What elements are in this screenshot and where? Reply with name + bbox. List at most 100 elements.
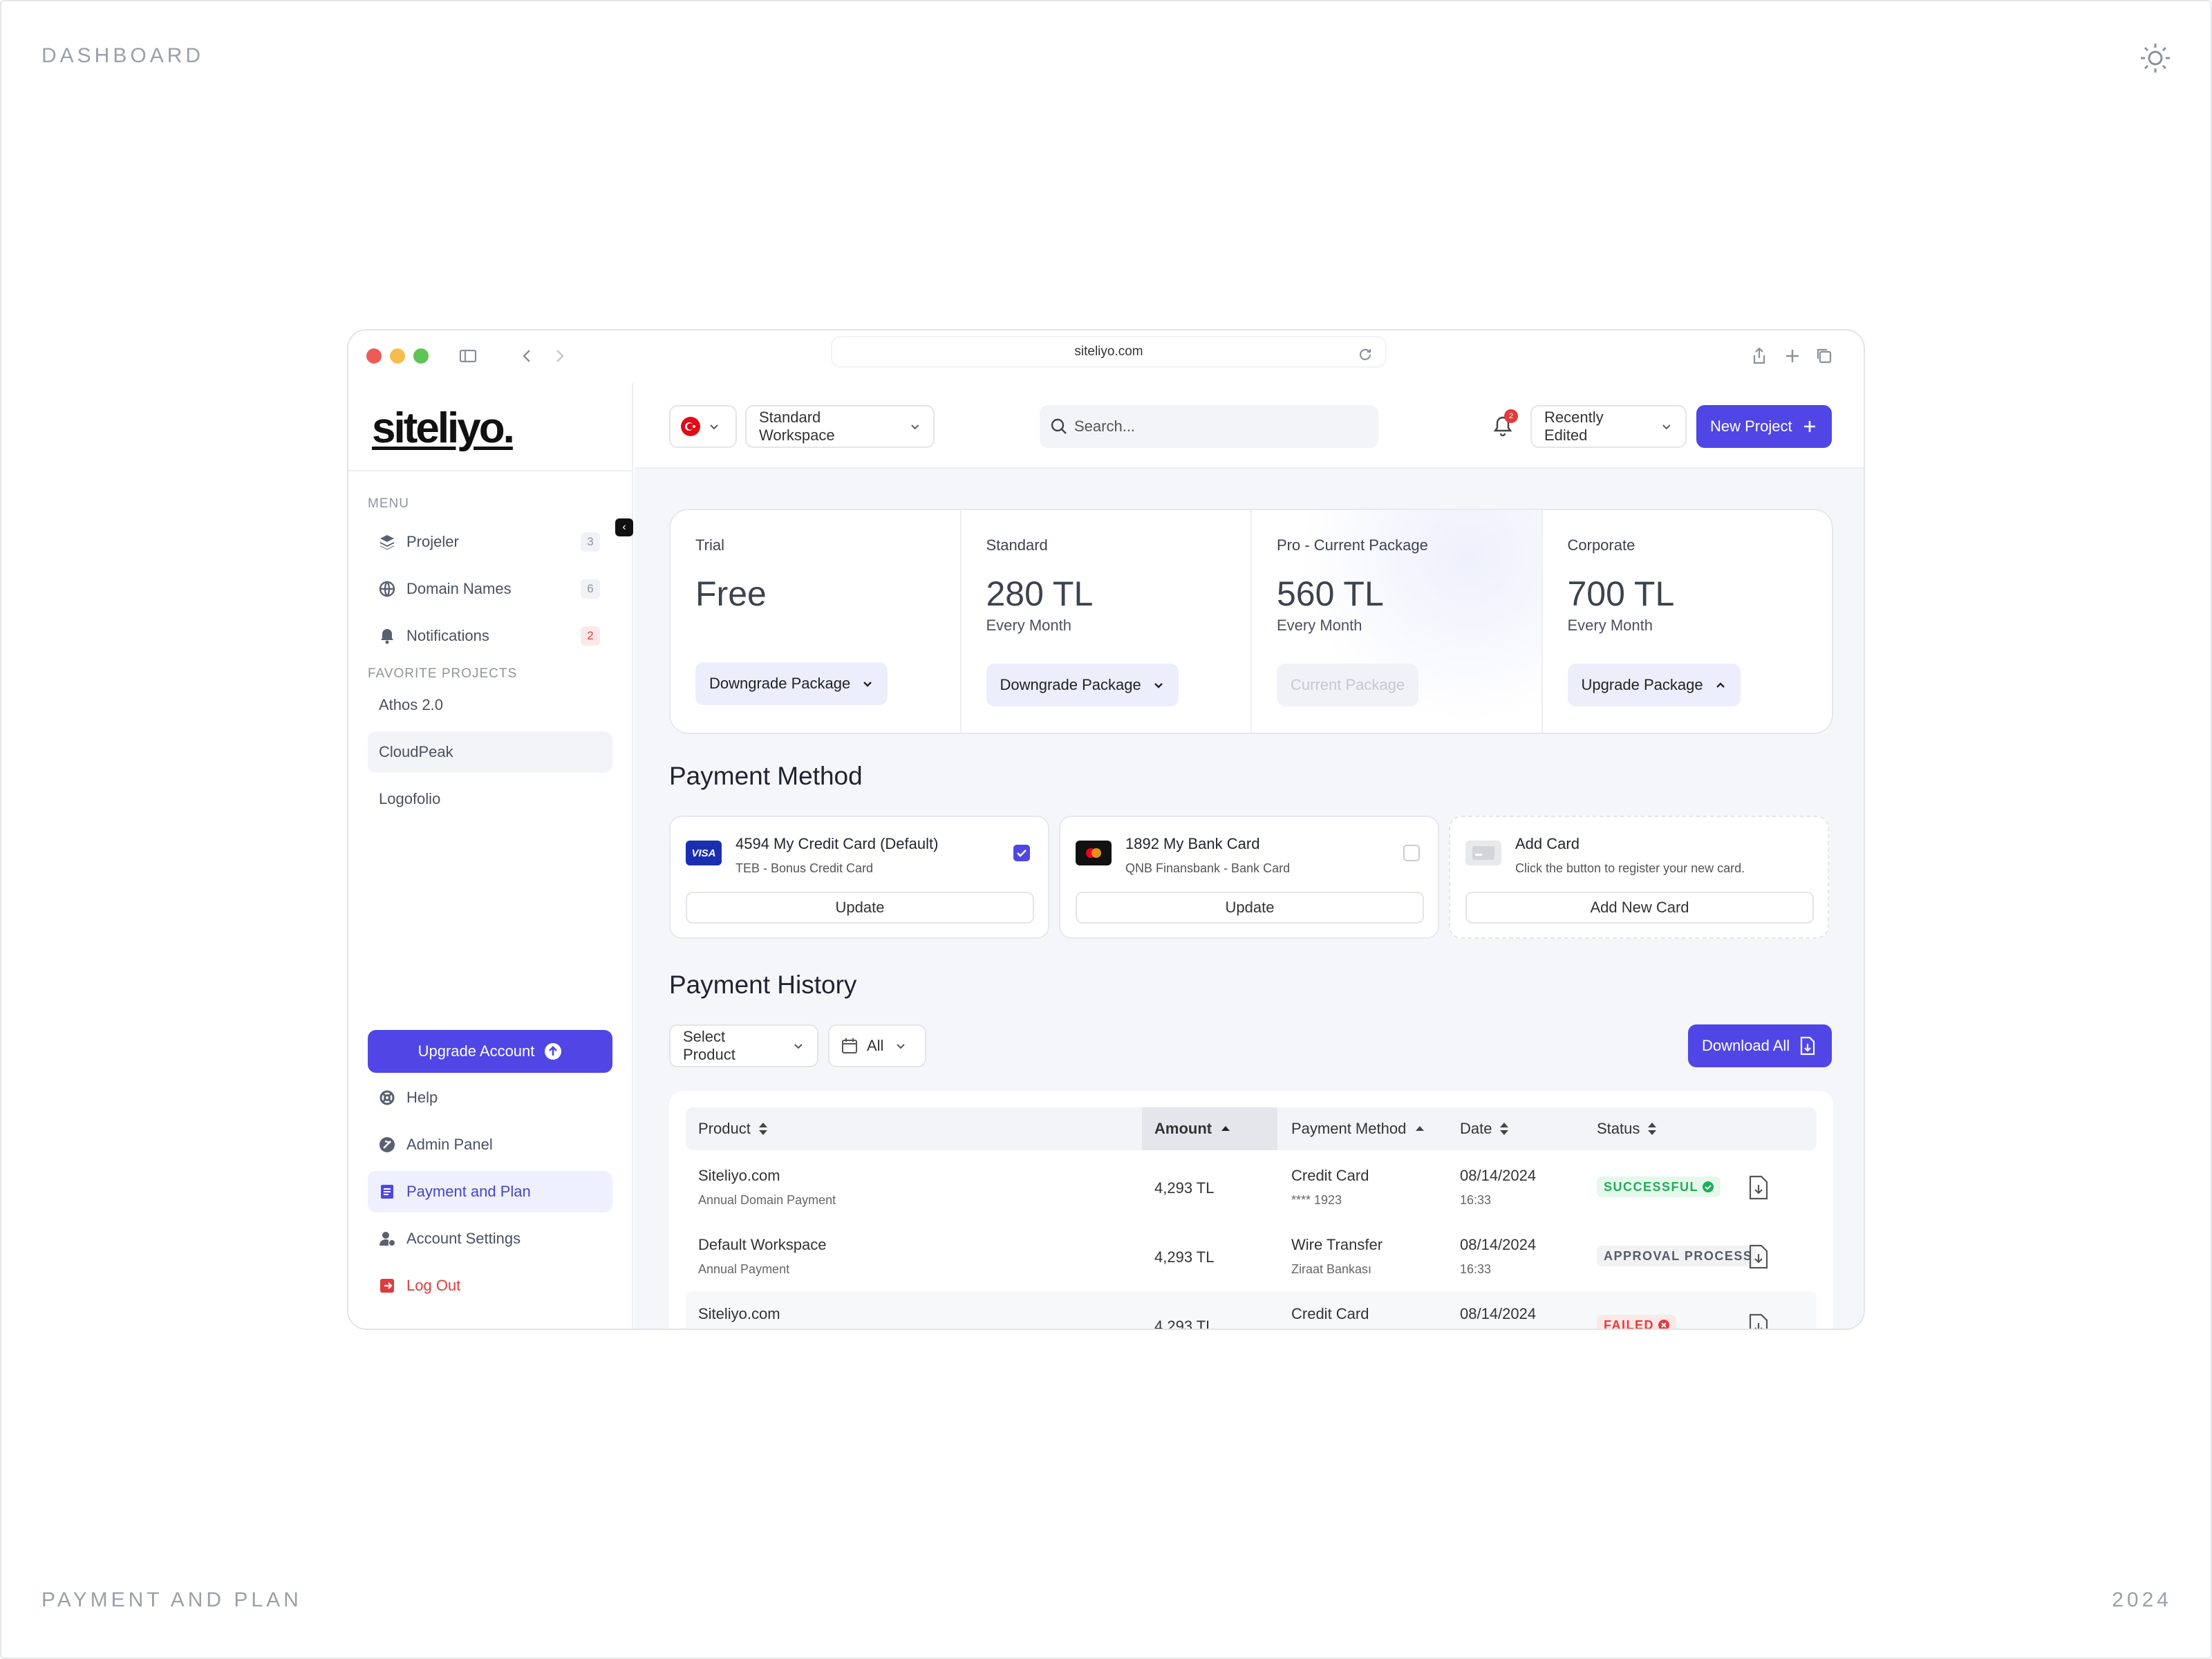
plan-corporate: Corporate 700 TL Every Month Upgrade Pac… [1543,510,1833,733]
new-project-button[interactable]: New Project [1696,405,1832,448]
plan-standard: Standard 280 TL Every Month Downgrade Pa… [962,510,1252,733]
chevron-down-icon [897,1044,906,1049]
status-badge-successful: SUCCESSFUL [1597,1177,1721,1197]
corner-label-year: 2024 [2112,1588,2172,1611]
notification-count-badge: 2 [1504,409,1518,423]
sidebar-item-payment-and-plan[interactable]: Payment and Plan [368,1171,612,1212]
download-file-icon[interactable] [1747,1244,1770,1269]
back-icon[interactable] [517,346,538,366]
main-content: Standard Workspace Search... 2 Recently … [635,383,1864,1330]
download-file-icon[interactable] [1747,1313,1770,1330]
sort-asc-icon [1416,1126,1425,1131]
favorites-section-title: FAVORITE PROJECTS [368,666,518,681]
download-all-button[interactable]: Download All [1688,1024,1832,1067]
card-placeholder-icon [1465,841,1501,865]
favorite-project-logofolio[interactable]: Logofolio [379,790,441,807]
sort-icon [1500,1123,1509,1135]
column-payment-method[interactable]: Payment Method [1291,1107,1425,1150]
projeler-count-badge: 3 [581,532,600,552]
sidebar-item-notifications[interactable]: Notifications 2 [368,615,612,657]
payment-history-title: Payment History [669,971,857,999]
add-card-panel: Add Card Click the button to register yo… [1449,816,1829,939]
arrow-up-circle-icon [545,1043,562,1060]
recently-edited-dropdown[interactable]: Recently Edited [1530,405,1687,448]
new-tab-icon[interactable] [1782,346,1803,366]
sidebar-item-projeler[interactable]: Projeler 3 [368,521,612,563]
mastercard-icon [1076,841,1112,865]
menu-section-title: MENU [368,496,409,511]
chevron-down-icon [1154,683,1163,688]
sidebar-item-account-settings[interactable]: Account Settings [368,1218,612,1259]
tabs-overview-icon[interactable] [1814,346,1835,366]
add-new-card-button[interactable]: Add New Card [1465,892,1814,924]
siteliyo-logo[interactable]: siteliyo. [372,404,515,452]
chevron-up-icon [1716,682,1725,688]
language-selector[interactable] [669,405,737,448]
chevron-down-icon [1662,424,1671,430]
sort-icon [1648,1123,1657,1135]
update-card-button[interactable]: Update [686,892,1034,924]
browser-chrome: siteliyo.com [348,330,1864,383]
column-product[interactable]: Product [698,1107,769,1150]
select-product-dropdown[interactable]: Select Product [669,1024,818,1067]
plan-trial: Trial Free Downgrade Package [671,510,962,733]
payment-history-table: Product Amount Payment Method Date Statu… [669,1091,1833,1330]
forward-icon[interactable] [549,346,570,366]
search-input[interactable]: Search... [1040,405,1378,448]
collapse-sidebar-button[interactable]: ‹ [615,518,633,536]
search-icon [1051,418,1067,434]
corner-label-section: PAYMENT AND PLAN [41,1588,302,1611]
chevron-down-icon [794,1044,803,1049]
favorite-project-cloudpeak[interactable]: CloudPeak [368,731,612,773]
download-file-icon[interactable] [1747,1175,1770,1200]
status-badge-approval: APPROVAL PROCESS [1597,1246,1756,1266]
close-dot[interactable] [366,348,382,364]
chevron-down-icon [863,682,872,687]
sidebar-item-log-out[interactable]: Log Out [368,1265,612,1306]
table-row[interactable]: Siteliyo.com 4,293 TL Credit Card 08/14/… [686,1291,1817,1330]
calendar-icon [842,1038,857,1053]
theme-sun-icon[interactable] [2139,41,2172,75]
visa-icon: VISA [686,841,722,865]
share-icon[interactable] [1749,346,1770,366]
column-status[interactable]: Status [1597,1107,1658,1150]
sidebar: siteliyo. ‹ MENU Projeler 3 Domain Names… [348,383,633,1329]
column-amount[interactable]: Amount [1142,1107,1277,1150]
plus-icon [1803,421,1815,432]
corner-label-dashboard: DASHBOARD [41,44,205,67]
logout-icon [377,1276,397,1295]
sidebar-toggle-icon[interactable] [458,346,478,366]
sidebar-item-admin-panel[interactable]: Admin Panel [368,1124,612,1165]
admin-panel-icon [377,1135,397,1154]
user-gear-icon [377,1229,397,1248]
default-card-checkbox[interactable] [1013,845,1030,861]
sort-icon [758,1123,767,1135]
column-date[interactable]: Date [1460,1107,1510,1150]
favorite-project-athos[interactable]: Athos 2.0 [379,696,443,713]
notifications-button[interactable]: 2 [1492,409,1518,438]
address-bar[interactable]: siteliyo.com [832,337,1385,366]
x-circle-icon [1658,1320,1670,1329]
browser-window: siteliyo.com siteliyo. ‹ MENU Projeler 3… [347,329,1865,1330]
downgrade-package-button[interactable]: Downgrade Package [986,664,1179,706]
sidebar-item-help[interactable]: Help [368,1077,612,1118]
payment-method-title: Payment Method [669,762,863,790]
sidebar-item-domain-names[interactable]: Domain Names 6 [368,568,612,610]
table-header: Product Amount Payment Method Date Statu… [686,1107,1817,1150]
reload-icon[interactable] [1355,344,1376,365]
table-row[interactable]: Default Workspace Annual Payment 4,293 T… [686,1222,1817,1291]
layers-icon [377,532,397,552]
update-card-button[interactable]: Update [1076,892,1424,924]
upgrade-account-button[interactable]: Upgrade Account [368,1030,612,1073]
bell-icon [377,626,397,646]
date-filter-dropdown[interactable]: All [828,1024,926,1067]
maximize-dot[interactable] [413,348,429,364]
minimize-dot[interactable] [390,348,405,364]
upgrade-package-button[interactable]: Upgrade Package [1567,664,1741,706]
select-card-checkbox[interactable] [1403,845,1420,861]
check-circle-icon [1703,1181,1714,1192]
workspace-selector[interactable]: Standard Workspace [745,405,935,448]
table-row[interactable]: Siteliyo.com Annual Domain Payment 4,293… [686,1153,1817,1222]
downgrade-package-button[interactable]: Downgrade Package [695,662,888,705]
